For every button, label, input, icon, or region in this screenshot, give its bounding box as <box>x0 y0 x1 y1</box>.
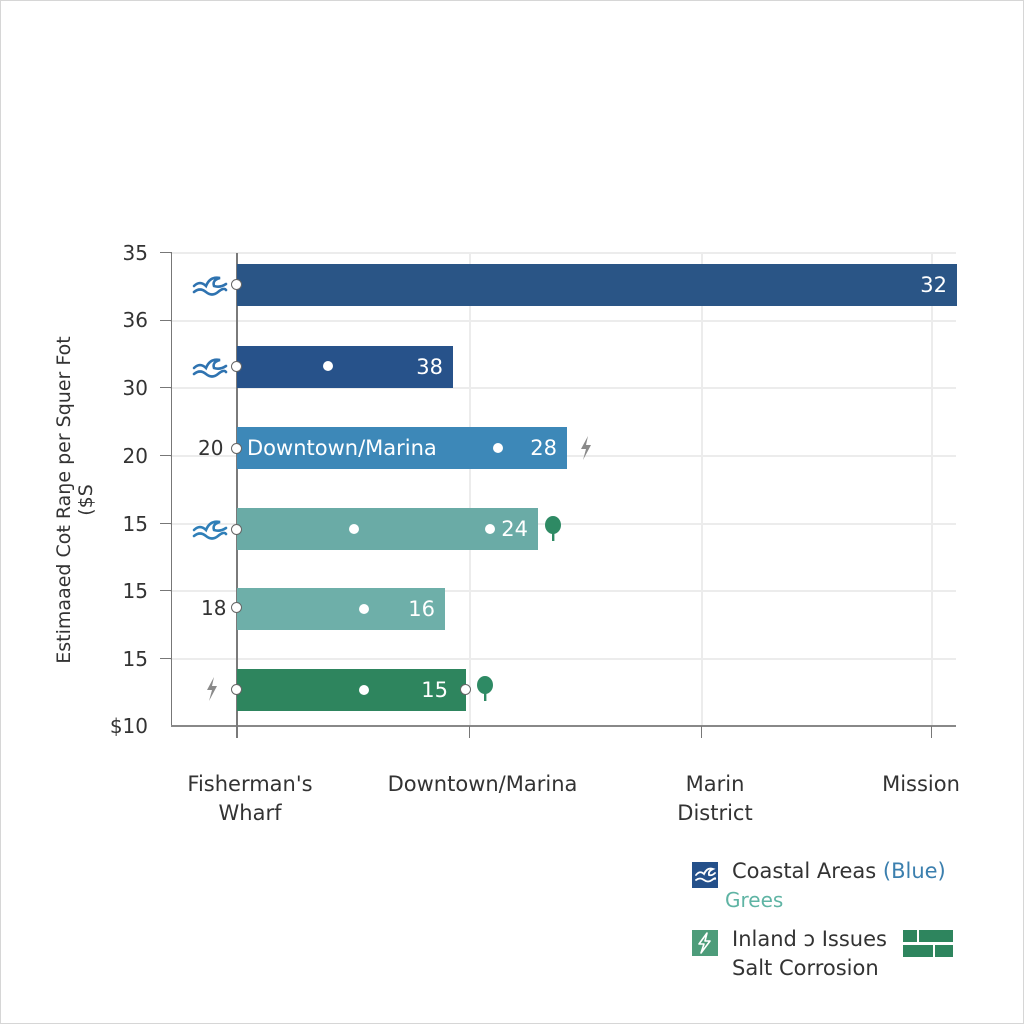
gridline <box>170 658 956 660</box>
legend-label-coastal: Coastal Areas (Blue) <box>732 857 946 886</box>
legend-sublabel: Salt Corrosion <box>732 956 879 980</box>
bar-start-marker <box>231 279 242 290</box>
gridline <box>170 523 956 525</box>
y-tick-label: 15 <box>122 512 148 536</box>
tree-icon <box>545 516 561 541</box>
data-point-dot <box>493 443 503 453</box>
x-category-line: Marin <box>685 772 745 796</box>
legend-text: Coastal Areas <box>732 859 883 883</box>
bar-start-marker <box>231 684 242 695</box>
y-axis-label: Estimaaed Coŧ Raŋe per Squer Fot ($S <box>53 336 97 664</box>
x-category-label: Mission <box>866 770 976 799</box>
gridline <box>170 252 956 254</box>
y-tick-label: 20 <box>122 444 148 468</box>
y-tick-label: $10 <box>109 714 148 738</box>
x-category-line: District <box>677 801 753 825</box>
bar-value-label: 24 <box>501 517 528 541</box>
data-point-dot <box>349 524 359 534</box>
legend-sublabel: Grees <box>725 888 784 912</box>
bar-start-marker <box>231 524 242 535</box>
legend-label-inland: Inland ɔ Issues <box>732 927 887 951</box>
gridline <box>170 590 956 592</box>
legend-swatch-inland <box>692 930 718 956</box>
x-category-line: Mission <box>882 772 960 796</box>
y-tick-mark <box>160 387 172 388</box>
tree-icon <box>477 676 493 701</box>
bar-start-marker <box>231 361 242 372</box>
x-category-label: Downtown/Marina <box>375 770 590 799</box>
bar-start-marker <box>231 602 242 613</box>
x-tick-mark <box>701 726 702 738</box>
gridline-vertical <box>931 253 933 725</box>
wave-icon <box>192 276 228 296</box>
gridline-vertical <box>701 253 703 725</box>
y-tick-mark <box>160 252 172 253</box>
gridline-vertical <box>469 253 471 725</box>
bar-value-label: 38 <box>416 355 443 379</box>
bar-value-label: 32 <box>920 273 947 297</box>
y-tick-mark <box>160 523 172 524</box>
bar-value-label: 15 <box>421 678 448 702</box>
y-tick-mark <box>160 455 172 456</box>
bar-6[interactable]: 15 <box>237 669 466 711</box>
gridline <box>170 387 956 389</box>
y-axis-line <box>171 253 172 726</box>
bar-3[interactable]: Downtown/Marina 28 <box>237 427 567 469</box>
lightning-icon <box>581 436 591 460</box>
data-point-dot <box>323 361 333 371</box>
bar-5[interactable]: 16 <box>237 588 445 630</box>
brick-icon <box>903 930 953 957</box>
bar-1[interactable]: 32 <box>237 264 957 306</box>
legend-swatch-coastal <box>692 862 718 888</box>
y-tick-mark <box>160 590 172 591</box>
bar-value-label: 16 <box>408 597 435 621</box>
x-category-line: Downtown/Marina <box>387 772 578 796</box>
bar-value-label: 28 <box>530 436 557 460</box>
data-point-dot <box>485 524 495 534</box>
bar-4[interactable]: 24 <box>237 508 538 550</box>
bar-end-marker <box>460 684 471 695</box>
lightning-icon <box>207 677 217 701</box>
wave-icon <box>192 520 228 540</box>
baseline <box>236 253 238 738</box>
y-tick-label: 30 <box>122 376 148 400</box>
x-category-line: Fisherman's <box>187 772 313 796</box>
x-axis-line <box>171 725 956 727</box>
wave-icon <box>192 358 228 378</box>
row-side-label: 18 <box>201 596 227 620</box>
bar-start-marker <box>231 443 242 454</box>
lightning-icon <box>698 932 711 954</box>
y-tick-label: 35 <box>122 241 148 265</box>
y-tick-label: 36 <box>122 308 148 332</box>
y-tick-label: 15 <box>122 579 148 603</box>
y-tick-mark <box>160 658 172 659</box>
y-tick-label: 15 <box>122 647 148 671</box>
x-tick-mark <box>931 726 932 738</box>
x-category-label: Fisherman's Wharf <box>170 770 330 828</box>
wave-icon <box>695 867 717 883</box>
data-point-dot <box>359 685 369 695</box>
x-tick-mark <box>469 726 470 738</box>
data-point-dot <box>359 604 369 614</box>
gridline <box>170 320 956 322</box>
x-category-label: Marin District <box>650 770 780 828</box>
y-tick-mark <box>160 320 172 321</box>
legend-accent-text: (Blue) <box>882 859 946 883</box>
bar-category-label: Downtown/Marina <box>247 436 437 460</box>
row-side-label: 20 <box>198 436 224 460</box>
bar-2[interactable]: 38 <box>237 346 453 388</box>
x-category-line: Wharf <box>218 801 282 825</box>
